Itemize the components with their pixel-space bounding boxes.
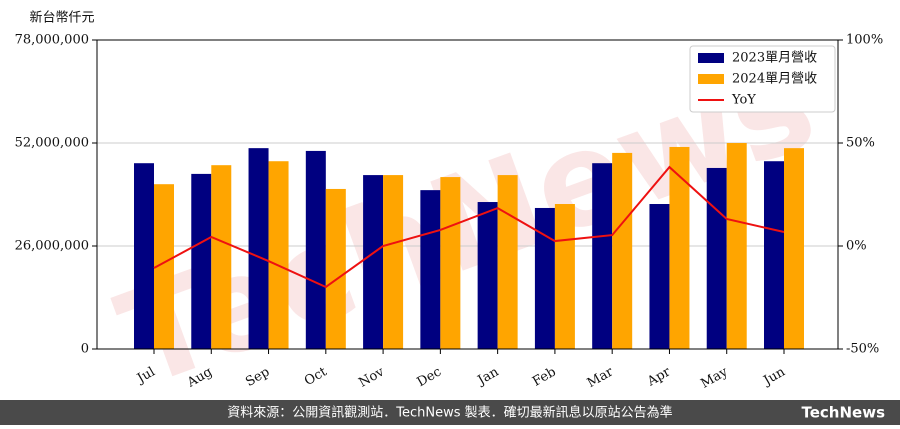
bar — [134, 163, 154, 349]
bar — [477, 202, 498, 349]
bar — [592, 163, 613, 349]
y2-tick-label: -50% — [846, 342, 879, 357]
y-axis-label: 新台幣仟元 — [29, 10, 94, 26]
x-tick-label: Jan — [474, 364, 502, 389]
bar — [669, 146, 690, 349]
plot-frame — [96, 39, 839, 350]
bar — [784, 148, 804, 349]
x-tick-label: Mar — [585, 364, 617, 391]
bar — [764, 161, 784, 349]
y-tick-label: 78,000,000 — [15, 33, 89, 48]
bar — [649, 204, 670, 349]
x-tick-label: Apr — [644, 364, 674, 390]
footer-text: 資料來源：公開資訊觀測站．TechNews 製表．確切最新訊息以原站公告為準 — [227, 405, 672, 421]
legend-swatch — [698, 53, 724, 63]
logo: TechNews — [802, 404, 886, 422]
x-tick-label: Nov — [356, 364, 387, 391]
legend-label: 2024單月營收 — [732, 72, 817, 87]
bar — [420, 190, 441, 349]
bar — [305, 150, 326, 349]
bar — [726, 143, 747, 349]
bar — [534, 207, 555, 349]
bar — [383, 175, 404, 349]
bar — [440, 177, 461, 349]
x-tick-label: Dec — [415, 365, 445, 391]
x-tick-label: May — [698, 364, 731, 392]
y2-tick-label: 0% — [846, 239, 867, 254]
legend-box — [689, 45, 836, 113]
bar — [497, 175, 518, 349]
bar — [554, 204, 575, 349]
footer-bar — [0, 400, 900, 425]
legend-label: YoY — [731, 93, 756, 108]
bar — [248, 148, 269, 349]
x-tick-label: Feb — [530, 365, 559, 390]
legend-label: 2023單月營收 — [732, 51, 817, 66]
y2-tick-label: 50% — [846, 136, 875, 151]
y-tick-label: 0 — [81, 342, 89, 357]
bar — [325, 188, 346, 349]
y2-tick-label: 100% — [846, 33, 883, 48]
y-tick-label: 52,000,000 — [15, 136, 89, 151]
x-tick-label: Oct — [302, 364, 330, 389]
yoy-line — [153, 165, 785, 289]
bar — [211, 165, 232, 349]
bar — [612, 152, 633, 349]
legend-swatch — [698, 74, 724, 84]
bar — [191, 173, 212, 349]
x-tick-label: Jun — [759, 364, 788, 389]
bar — [706, 167, 727, 349]
bar — [154, 184, 174, 349]
bar — [268, 161, 289, 349]
y-tick-label: 26,000,000 — [15, 239, 89, 254]
bar — [363, 175, 384, 349]
